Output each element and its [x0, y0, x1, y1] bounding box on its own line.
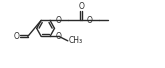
Text: O: O	[87, 16, 93, 25]
Text: CH₃: CH₃	[68, 36, 82, 45]
Text: O: O	[78, 2, 84, 11]
Text: O: O	[56, 32, 62, 41]
Text: O: O	[14, 32, 19, 41]
Text: O: O	[56, 16, 62, 25]
